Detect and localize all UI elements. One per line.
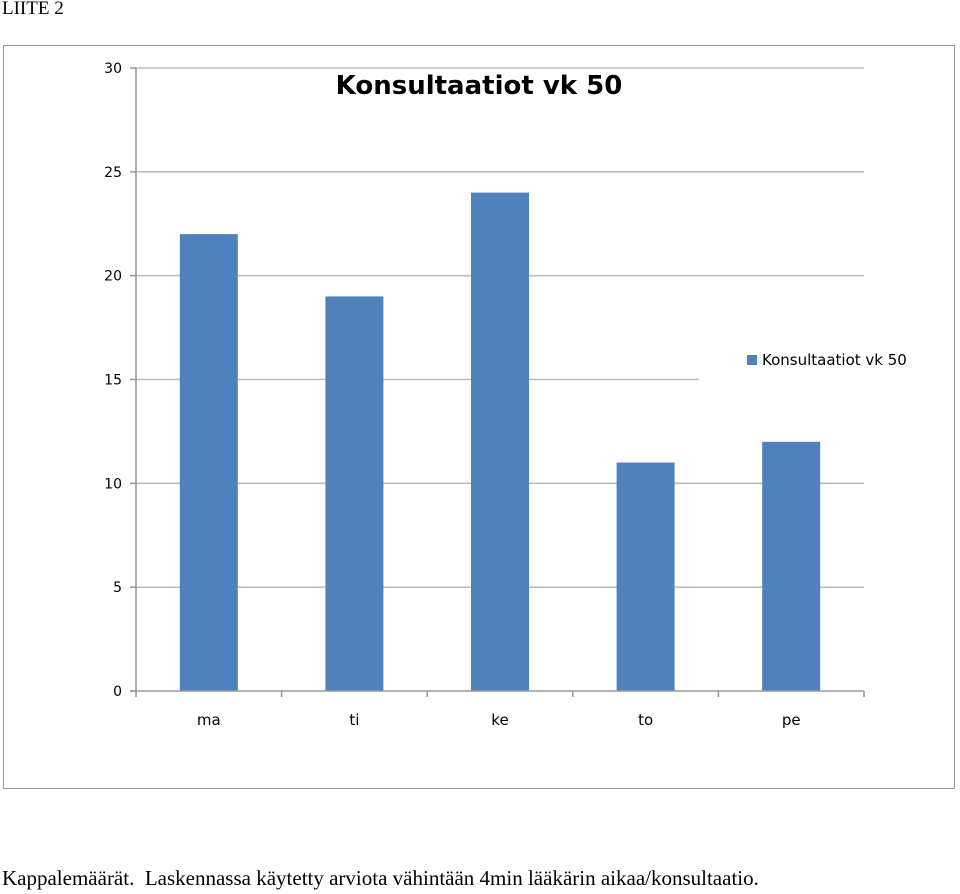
bar-ke bbox=[471, 192, 529, 691]
legend: Konsultaatiot vk 50 bbox=[747, 351, 907, 369]
x-tick-label-ma: ma bbox=[197, 711, 221, 729]
x-tick-label-ti: ti bbox=[349, 711, 359, 729]
bars bbox=[179, 192, 821, 691]
bar-ma bbox=[179, 234, 238, 691]
x-tick-label-to: to bbox=[638, 711, 653, 729]
y-tick-label: 15 bbox=[104, 373, 122, 389]
y-tick-label: 25 bbox=[104, 165, 122, 181]
y-tick-label: 5 bbox=[113, 580, 122, 596]
x-tick-label-pe: pe bbox=[782, 711, 801, 729]
x-tick-label-ke: ke bbox=[491, 711, 508, 729]
bar-to bbox=[616, 462, 675, 691]
axes: 0 5 10 15 20 25 30 ma ti ke to pe bbox=[104, 61, 865, 729]
y-tick-label: 10 bbox=[104, 476, 122, 492]
bar-ti bbox=[325, 296, 384, 691]
figure-caption: Kappalemäärät. Laskennassa käytetty arvi… bbox=[2, 866, 759, 890]
chart-frame: 0 5 10 15 20 25 30 ma ti ke to pe Konsultaatiot vk … bbox=[3, 45, 955, 789]
page-heading: LIITE 2 bbox=[2, 0, 64, 19]
y-tick-label: 30 bbox=[104, 61, 122, 77]
legend-swatch bbox=[747, 355, 757, 365]
chart-title: Konsultaatiot vk 50 bbox=[336, 71, 623, 101]
legend-label: Konsultaatiot vk 50 bbox=[762, 351, 907, 369]
bar-pe bbox=[762, 441, 821, 691]
y-tick-label: 20 bbox=[104, 269, 122, 285]
y-tick-label: 0 bbox=[113, 684, 122, 700]
bar-chart: 0 5 10 15 20 25 30 ma ti ke to pe Konsultaatiot vk … bbox=[104, 61, 907, 729]
